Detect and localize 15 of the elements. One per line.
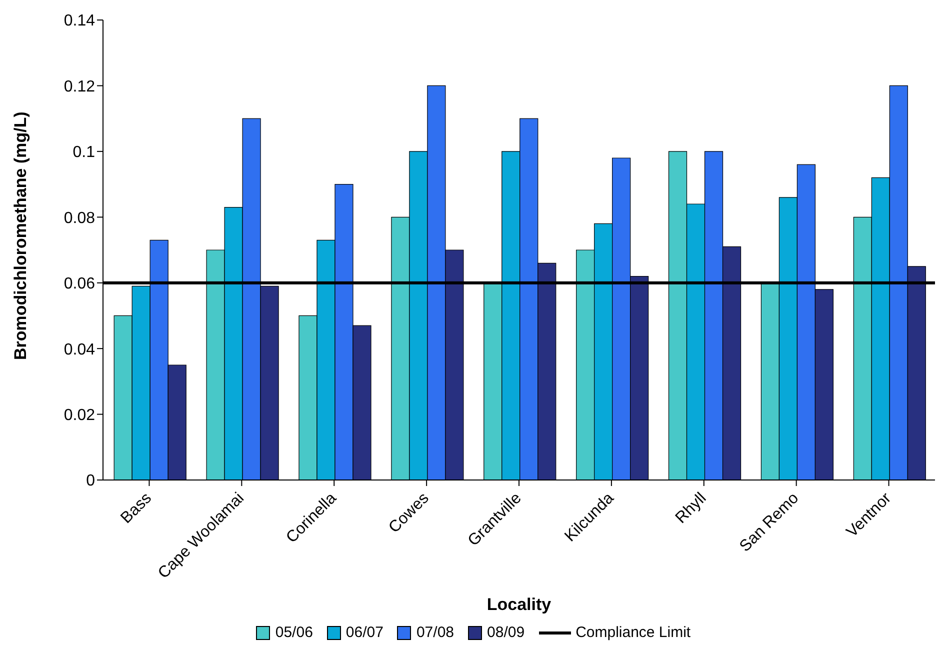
y-tick-label: 0.04 <box>64 341 96 358</box>
y-tick-label: 0 <box>86 472 96 490</box>
legend-label: 08/09 <box>487 624 525 641</box>
y-tick-label: 0.08 <box>64 210 96 227</box>
y-tick-label: 0.06 <box>64 276 96 293</box>
y-tick-label: 0.02 <box>64 406 96 424</box>
legend-label: 06/07 <box>346 624 384 641</box>
y-tick-label: 0.1 <box>72 144 96 162</box>
legend-label: Compliance Limit <box>576 624 691 641</box>
legend-label: 05/06 <box>275 624 313 641</box>
legend-label: 07/08 <box>416 624 454 641</box>
y-tick-label: 0.14 <box>64 12 96 30</box>
y-axis-title: Bromodichloromethane (mg/L) <box>11 112 30 360</box>
x-axis-title: Locality <box>486 595 552 614</box>
y-tick-label: 0.12 <box>64 78 96 96</box>
